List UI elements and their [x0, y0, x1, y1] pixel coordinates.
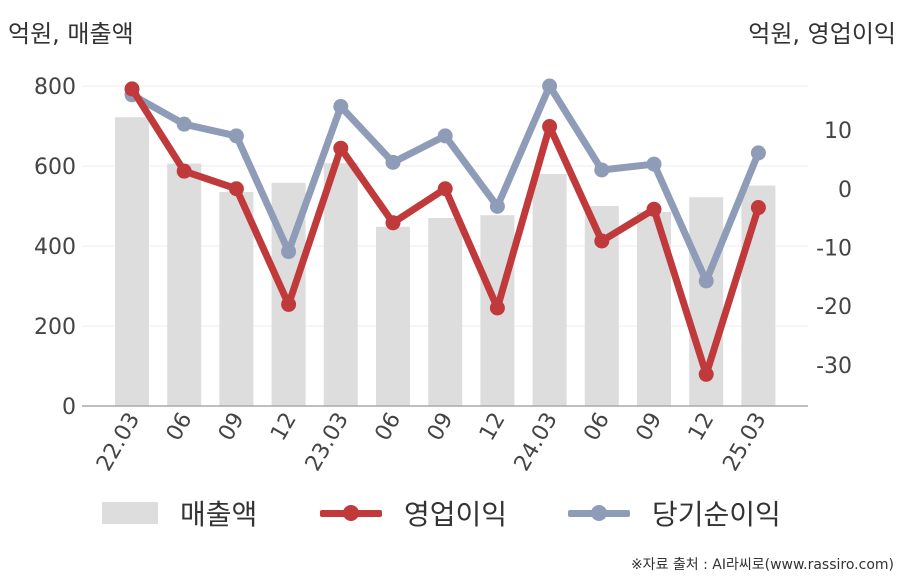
point-net-income: [176, 116, 192, 132]
x-tick-label: 09: [632, 409, 668, 446]
legend-item-sales: 매출액: [102, 490, 257, 536]
bar-sales: [741, 185, 776, 406]
legend-swatch-net-income: [568, 502, 630, 524]
bar-series-sales: [115, 117, 776, 406]
point-net-income: [646, 156, 662, 172]
line-series-operating-profit: [124, 81, 766, 382]
bar-sales: [532, 174, 567, 406]
point-operating-profit: [489, 300, 505, 316]
left-tick-label: 600: [34, 155, 76, 180]
point-net-income: [333, 99, 349, 115]
legend-swatch-operating-profit: [320, 502, 382, 524]
point-net-income: [437, 128, 453, 144]
right-tick-label: -20: [816, 295, 852, 320]
legend: 매출액 영업이익 당기순이익: [0, 490, 908, 540]
legend-item-operating-profit: 영업이익: [320, 490, 507, 536]
right-axis-unit: 억원, 영업이익: [748, 20, 896, 48]
bar-sales: [167, 163, 202, 406]
point-net-income: [489, 198, 505, 214]
point-net-income: [698, 273, 714, 289]
x-tick-label: 22.03: [92, 409, 145, 476]
point-net-income: [542, 78, 558, 94]
legend-label-operating-profit: 영업이익: [404, 498, 508, 531]
point-net-income: [281, 244, 297, 260]
source-note: ※자료 출처 : AI라씨로(www.rassiro.com): [630, 557, 894, 573]
legend-item-net-income: 당기순이익: [568, 490, 781, 536]
right-tick-label: 0: [838, 178, 852, 203]
x-tick-label: 12: [266, 409, 302, 446]
bar-sales: [428, 218, 463, 406]
left-tick-label: 800: [34, 75, 76, 100]
point-net-income: [228, 128, 244, 144]
bar-sales: [219, 192, 254, 406]
point-operating-profit: [124, 81, 140, 97]
point-net-income: [750, 145, 766, 161]
line-series-group: [124, 78, 766, 382]
point-operating-profit: [333, 140, 349, 156]
point-operating-profit: [385, 215, 401, 231]
legend-label-sales: 매출액: [180, 498, 258, 531]
point-net-income: [385, 154, 401, 170]
x-tick-label: 12: [475, 409, 511, 446]
x-tick-label: 06: [579, 409, 615, 446]
point-operating-profit: [750, 200, 766, 216]
point-operating-profit: [281, 296, 297, 312]
legend-label-net-income: 당기순이익: [652, 498, 781, 531]
x-tick-label: 06: [371, 409, 407, 446]
left-tick-label: 400: [34, 235, 76, 260]
legend-swatch-sales: [102, 502, 158, 524]
right-tick-label: 10: [824, 119, 852, 144]
left-axis-unit: 억원, 매출액: [8, 20, 134, 48]
right-axis-ticks: 10 0 -10 -20 -30: [816, 119, 852, 379]
x-tick-label: 25.03: [718, 409, 771, 476]
x-tick-label: 23.03: [301, 409, 354, 476]
x-axis-ticks: 22.03 06 09 12 23.03 06 09 12 24.03 06 09 12 25.03: [92, 409, 772, 476]
x-tick-label: 12: [684, 409, 720, 446]
bar-sales: [115, 117, 149, 406]
point-operating-profit: [698, 366, 714, 382]
point-operating-profit: [228, 181, 244, 197]
x-tick-label: 09: [214, 409, 250, 446]
x-tick-label: 24.03: [510, 409, 563, 476]
point-net-income: [594, 162, 610, 178]
left-tick-label: 0: [62, 395, 76, 420]
bar-sales: [376, 226, 410, 406]
left-tick-label: 200: [34, 315, 76, 340]
point-operating-profit: [176, 163, 192, 179]
point-operating-profit: [594, 233, 610, 249]
x-tick-label: 06: [162, 409, 198, 446]
point-operating-profit: [437, 181, 453, 197]
point-operating-profit: [646, 201, 662, 217]
right-tick-label: -30: [816, 354, 852, 379]
left-axis-ticks: 0 200 400 600 800: [34, 75, 76, 420]
point-operating-profit: [542, 119, 558, 135]
x-tick-label: 09: [423, 409, 459, 446]
right-tick-label: -10: [816, 236, 852, 261]
bar-sales: [323, 163, 358, 406]
